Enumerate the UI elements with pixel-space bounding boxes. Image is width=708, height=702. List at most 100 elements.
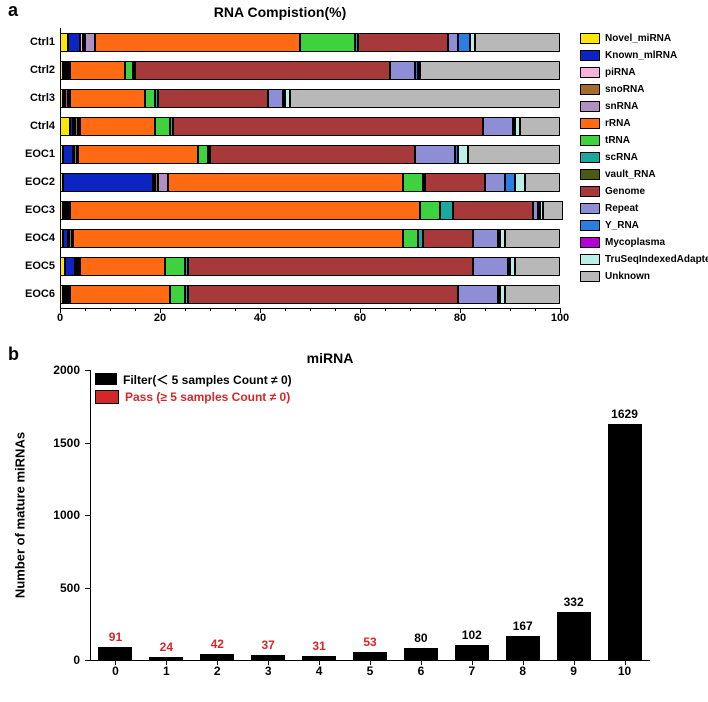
bar-segment — [448, 33, 458, 52]
legend-label: Genome — [605, 186, 645, 197]
xtick-label: 10 — [618, 664, 631, 678]
mirna-bar — [353, 652, 387, 660]
xtick-label: 3 — [265, 664, 272, 678]
bar-segment — [80, 117, 155, 136]
bar-segment — [158, 89, 268, 108]
legend-item: Mycoplasma — [580, 234, 705, 251]
bar-segment — [458, 33, 471, 52]
xtick-label: 80 — [454, 312, 466, 324]
stacked-bar-row — [60, 201, 560, 220]
stacked-bar-row — [60, 257, 560, 276]
legend-swatch — [580, 118, 600, 129]
row-label: Ctrl2 — [0, 64, 55, 76]
chart-a-title: RNA Compistion(%) — [0, 4, 560, 20]
legend-label: snoRNA — [605, 84, 644, 95]
row-label: EOC5 — [0, 260, 55, 272]
bar-segment — [68, 33, 81, 52]
bar-segment — [198, 145, 208, 164]
bar-segment — [65, 257, 75, 276]
stacked-bar-row — [60, 173, 560, 192]
bar-segment — [475, 33, 560, 52]
legend-swatch — [580, 152, 600, 163]
xtick-label: 0 — [57, 312, 63, 324]
stacked-bar-row — [60, 89, 560, 108]
bar-segment — [473, 257, 508, 276]
bar-segment — [188, 285, 458, 304]
row-label: EOC3 — [0, 204, 55, 216]
bar-segment — [210, 145, 415, 164]
bar-segment — [505, 285, 560, 304]
row-label: Ctrl4 — [0, 120, 55, 132]
legend-item: TruSeqIndexedAdapter — [580, 251, 705, 268]
ylabel-b: Number of mature miRNAs — [13, 432, 28, 598]
stacked-bar-row — [60, 61, 560, 80]
bar-segment — [300, 33, 355, 52]
bar-chart-mirna: 912442373153801021673321629 — [90, 370, 650, 660]
legend-item: Repeat — [580, 200, 705, 217]
legend-swatch — [580, 67, 600, 78]
legend-label: Mycoplasma — [605, 237, 665, 248]
legend-label: Y_RNA — [605, 220, 639, 231]
stacked-bar-row — [60, 117, 560, 136]
bar-segment — [188, 257, 473, 276]
bar-value-label: 31 — [312, 639, 325, 653]
bar-segment — [73, 229, 403, 248]
legend-label: Novel_miRNA — [605, 33, 671, 44]
legend-label: vault_RNA — [605, 169, 656, 180]
legend-item: Genome — [580, 183, 705, 200]
bar-value-label: 53 — [363, 635, 376, 649]
legend-label: tRNA — [605, 135, 630, 146]
bar-segment — [423, 229, 473, 248]
bar-segment — [158, 173, 168, 192]
bar-segment — [425, 173, 485, 192]
bar-segment — [458, 145, 468, 164]
bar-segment — [440, 201, 453, 220]
xtick-label: 6 — [418, 664, 425, 678]
bar-segment — [358, 33, 448, 52]
row-label: EOC1 — [0, 148, 55, 160]
bar-value-label: 167 — [513, 619, 533, 633]
mirna-bar — [557, 612, 591, 660]
xtick-label: 40 — [254, 312, 266, 324]
stacked-bar-row — [60, 229, 560, 248]
ytick-label: 1500 — [40, 436, 80, 450]
stacked-bar-row — [60, 33, 560, 52]
bar-segment — [525, 173, 560, 192]
row-label: Ctrl3 — [0, 92, 55, 104]
bar-segment — [483, 117, 513, 136]
legend-item: piRNA — [580, 64, 705, 81]
xtick-label: 2 — [214, 664, 221, 678]
bar-segment — [520, 117, 560, 136]
row-label: EOC4 — [0, 232, 55, 244]
bar-segment — [403, 173, 423, 192]
stacked-bar-row — [60, 145, 560, 164]
stacked-bar-chart — [60, 28, 560, 308]
bar-segment — [473, 229, 498, 248]
legend-label: TruSeqIndexedAdapter — [605, 254, 708, 265]
bar-segment — [505, 229, 560, 248]
xtick-label: 0 — [112, 664, 119, 678]
legend-item: snRNA — [580, 98, 705, 115]
bar-value-label: 91 — [109, 630, 122, 644]
bar-segment — [543, 201, 563, 220]
legend-swatch — [580, 254, 600, 265]
mirna-bar — [404, 648, 438, 660]
bar-segment — [515, 257, 560, 276]
bar-segment — [60, 33, 68, 52]
legend-item: Y_RNA — [580, 217, 705, 234]
xtick-label: 9 — [570, 664, 577, 678]
legend-label: Unknown — [605, 271, 650, 282]
bar-segment — [170, 285, 185, 304]
xtick-label: 7 — [468, 664, 475, 678]
bar-segment — [155, 117, 170, 136]
legend-label: Repeat — [605, 203, 638, 214]
legend-swatch — [580, 50, 600, 61]
legend-swatch — [580, 203, 600, 214]
bar-segment — [125, 61, 133, 80]
bar-value-label: 24 — [160, 640, 173, 654]
ytick-label: 2000 — [40, 363, 80, 377]
bar-segment — [173, 117, 483, 136]
bar-segment — [515, 173, 525, 192]
stacked-bar-row — [60, 285, 560, 304]
legend-swatch — [580, 135, 600, 146]
